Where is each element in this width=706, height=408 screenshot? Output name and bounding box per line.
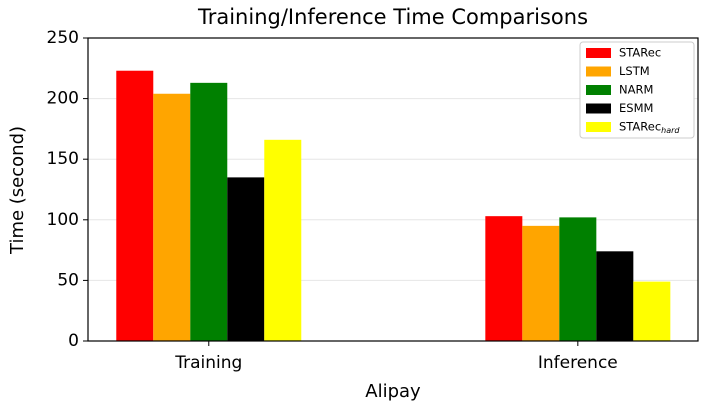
y-tick-label: 100: [47, 210, 79, 230]
legend-label-subscript: hard: [661, 126, 680, 135]
x-tick-label: Training: [174, 353, 242, 373]
y-tick-label: 0: [68, 331, 79, 351]
legend-swatch: [586, 85, 611, 95]
legend-label: NARM: [619, 83, 653, 97]
legend-swatch: [586, 103, 611, 114]
y-tick-label: 150: [47, 149, 79, 169]
bar: [153, 93, 191, 341]
y-tick-label: 250: [47, 28, 79, 48]
bar: [559, 217, 597, 341]
y-tick-label: 50: [57, 270, 79, 290]
bar: [596, 251, 634, 341]
chart-title: Training/Inference Time Comparisons: [197, 5, 588, 29]
y-tick-label: 200: [47, 89, 79, 109]
y-axis-label: Time (second): [7, 126, 28, 255]
bar: [522, 225, 560, 341]
legend-label: STARec: [619, 46, 661, 60]
bar: [190, 82, 228, 342]
legend-label: ESMM: [619, 101, 653, 115]
bar: [116, 70, 154, 341]
bar: [227, 177, 265, 341]
legend-label: LSTM: [619, 64, 650, 78]
legend-swatch: [586, 66, 611, 77]
legend-swatch: [586, 48, 611, 58]
bar: [485, 216, 523, 341]
plot-frame: [87, 37, 699, 342]
legend-swatch: [586, 122, 611, 132]
x-tick-label: Inference: [538, 353, 618, 373]
x-axis-label: Alipay: [365, 381, 421, 402]
bar: [633, 281, 671, 341]
legend-box: [579, 41, 695, 139]
bar: [264, 139, 302, 341]
